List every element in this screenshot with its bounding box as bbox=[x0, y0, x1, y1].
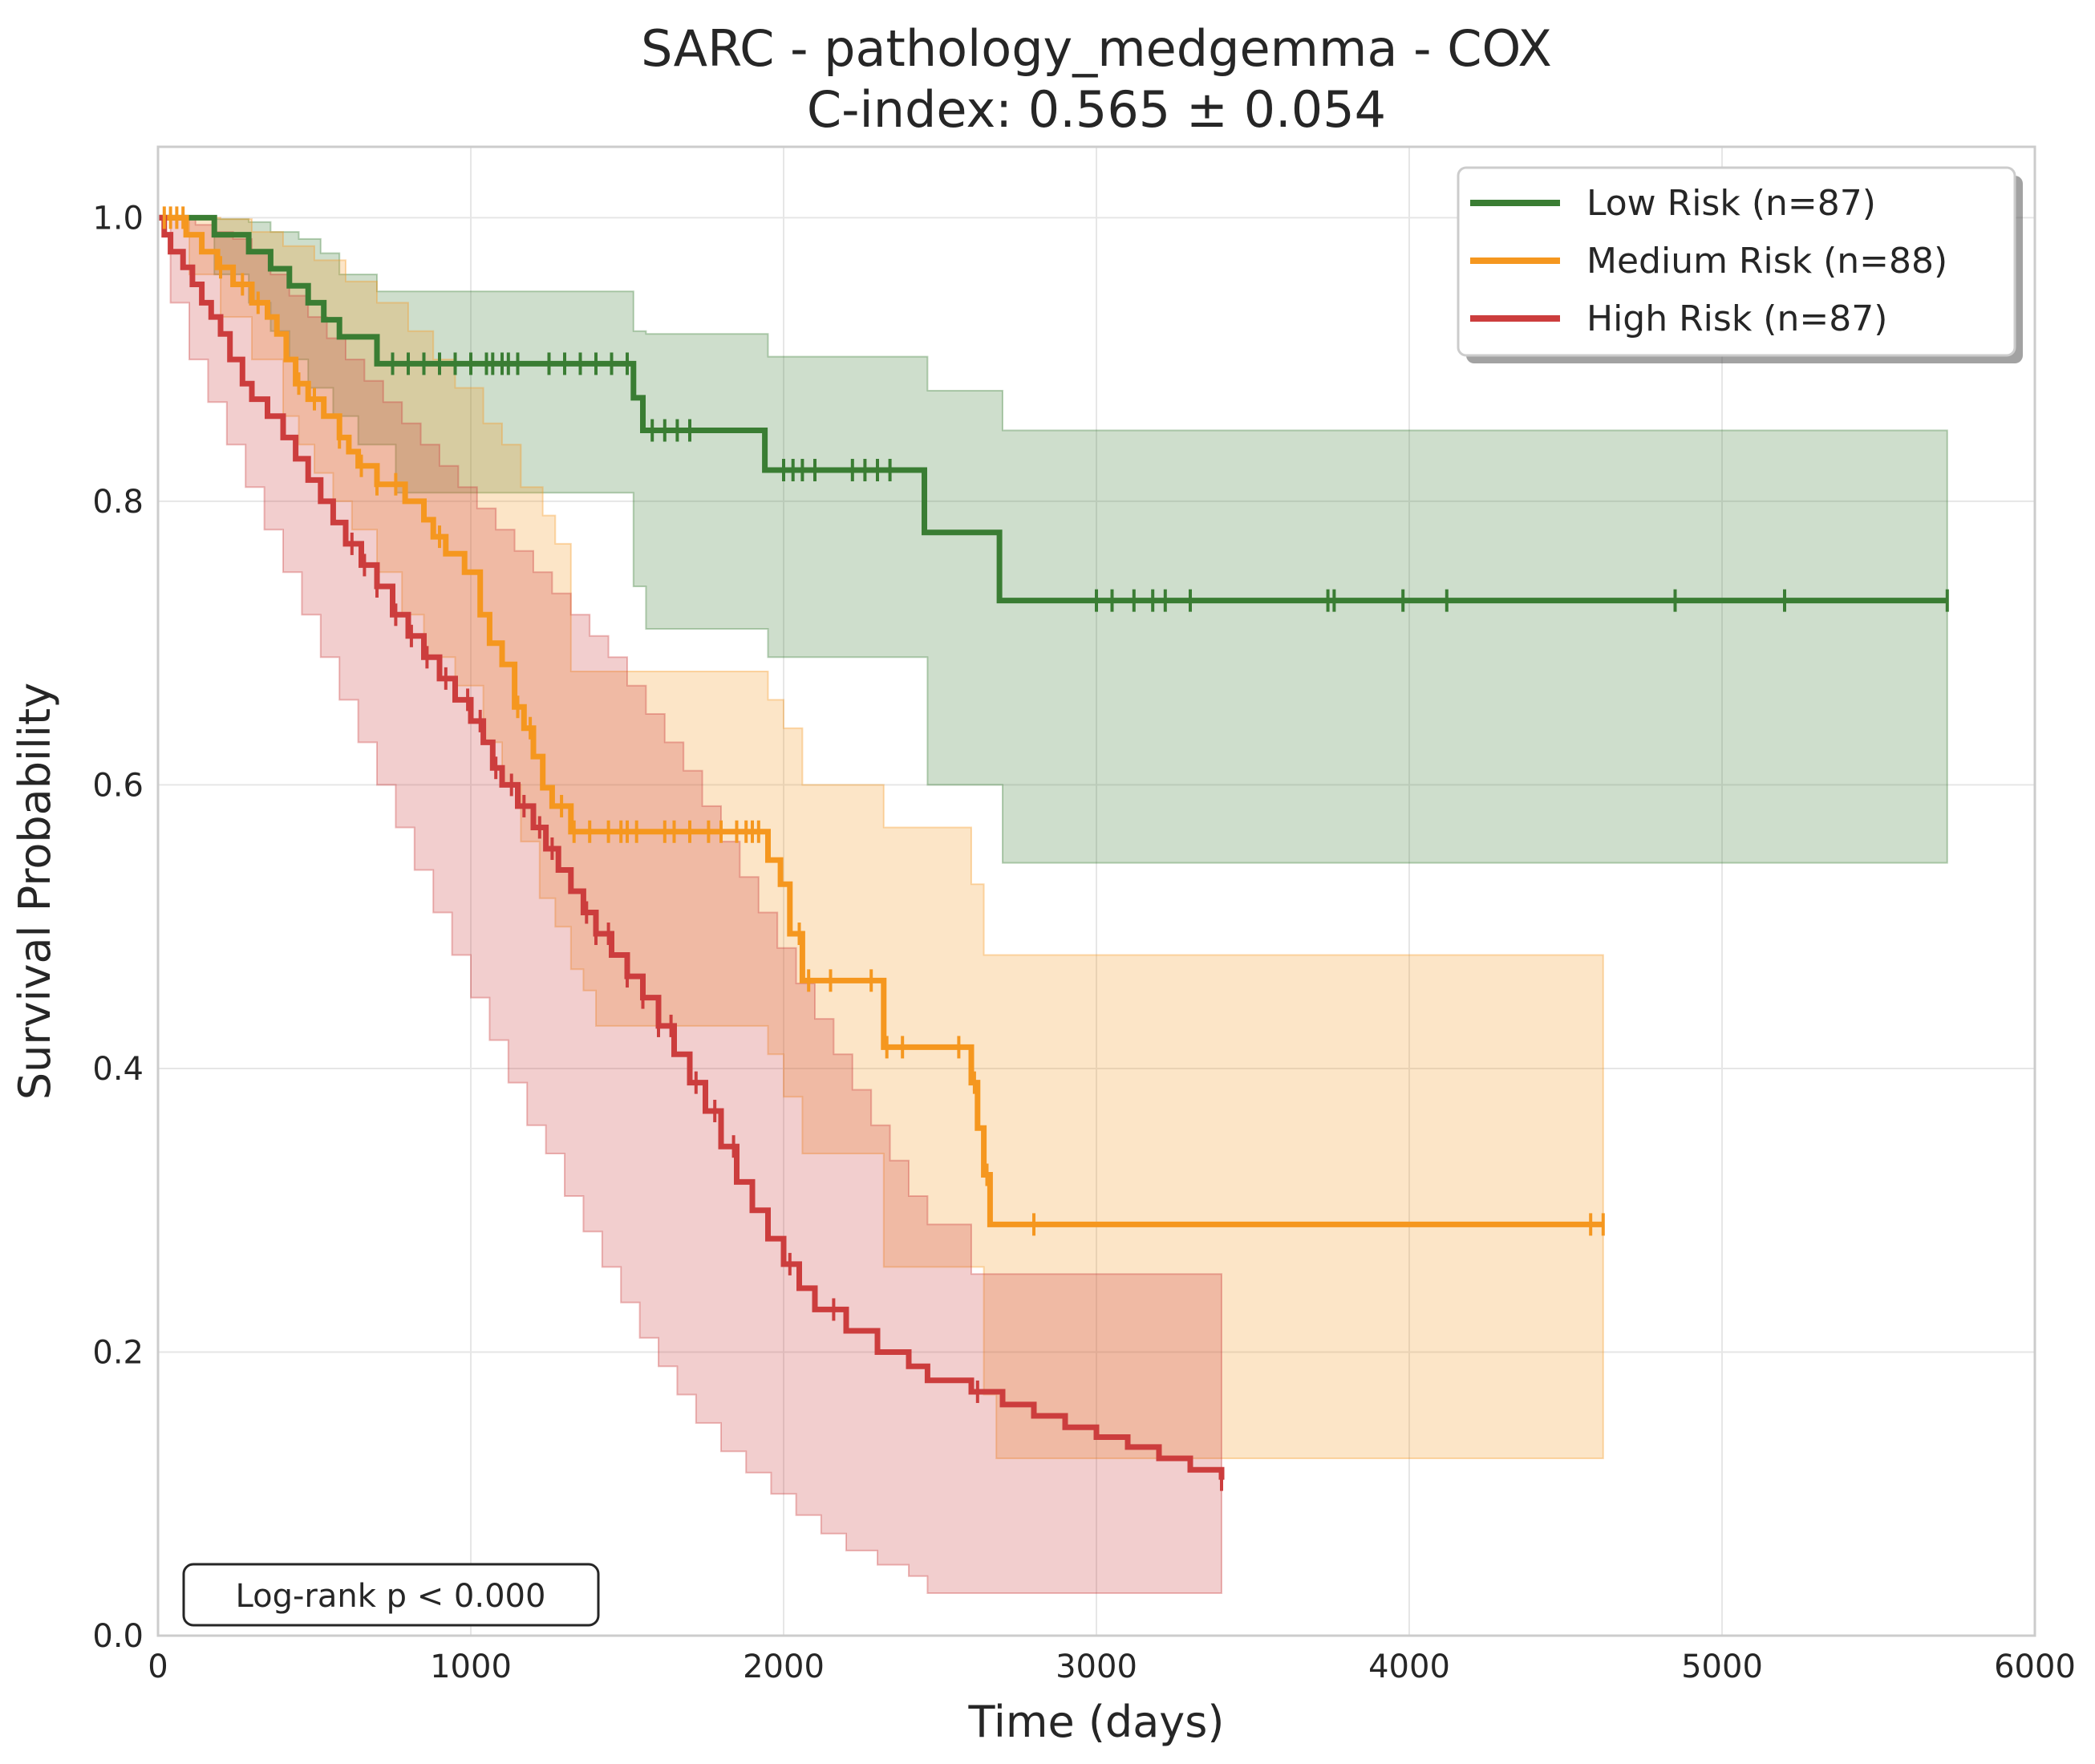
y-axis-label: Survival Probability bbox=[10, 683, 60, 1100]
y-tick-label: 1.0 bbox=[92, 200, 144, 237]
survival-curve bbox=[158, 214, 1225, 1480]
survival-curve bbox=[158, 214, 1947, 604]
annotation-box bbox=[182, 1563, 600, 1627]
confidence-band bbox=[158, 217, 1222, 1594]
plot-frame bbox=[156, 145, 2036, 1637]
chart-title: SARC - pathology_medgemma - COX bbox=[641, 19, 1552, 78]
annotation-text: Log-rank p < 0.000 bbox=[236, 1578, 546, 1615]
x-tick-label: 0 bbox=[148, 1648, 168, 1685]
y-tick-label: 0.0 bbox=[92, 1618, 144, 1655]
legend: Low Risk (n=87) Medium Risk (n=88) High Ri… bbox=[1457, 166, 2023, 363]
survival-curve bbox=[158, 214, 1603, 1227]
y-tick-label: 0.4 bbox=[92, 1051, 144, 1088]
confidence-bands bbox=[158, 217, 1948, 1594]
legend-label: Medium Risk (n=88) bbox=[1586, 241, 1947, 282]
x-tick-label: 5000 bbox=[1681, 1648, 1763, 1685]
x-tick-label: 4000 bbox=[1368, 1648, 1450, 1685]
confidence-band bbox=[158, 217, 1948, 864]
legend-label: Low Risk (n=87) bbox=[1586, 183, 1876, 224]
y-tick-label: 0.2 bbox=[92, 1334, 144, 1371]
x-tick-label: 3000 bbox=[1056, 1648, 1137, 1685]
x-tick-label: 1000 bbox=[430, 1648, 512, 1685]
y-tick-label: 0.8 bbox=[92, 484, 144, 521]
legend-label: High Risk (n=87) bbox=[1586, 298, 1887, 339]
confidence-band bbox=[158, 217, 1604, 1459]
y-ticks: 0.0 0.2 0.4 0.6 0.8 1.0 bbox=[92, 200, 144, 1655]
chart-subtitle: C-index: 0.565 ± 0.054 bbox=[807, 80, 1386, 139]
logrank-annotation: Log-rank p < 0.000 bbox=[182, 1563, 600, 1627]
x-tick-label: 6000 bbox=[1994, 1648, 2076, 1685]
survival-curves bbox=[158, 214, 1947, 1480]
x-axis-label: Time (days) bbox=[968, 1697, 1225, 1747]
y-tick-label: 0.6 bbox=[92, 767, 144, 804]
legend-box bbox=[1457, 166, 2016, 357]
x-tick-label: 2000 bbox=[743, 1648, 825, 1685]
x-ticks: 0 1000 2000 3000 4000 5000 6000 bbox=[148, 1648, 2076, 1685]
censor-marks bbox=[162, 206, 1949, 1491]
